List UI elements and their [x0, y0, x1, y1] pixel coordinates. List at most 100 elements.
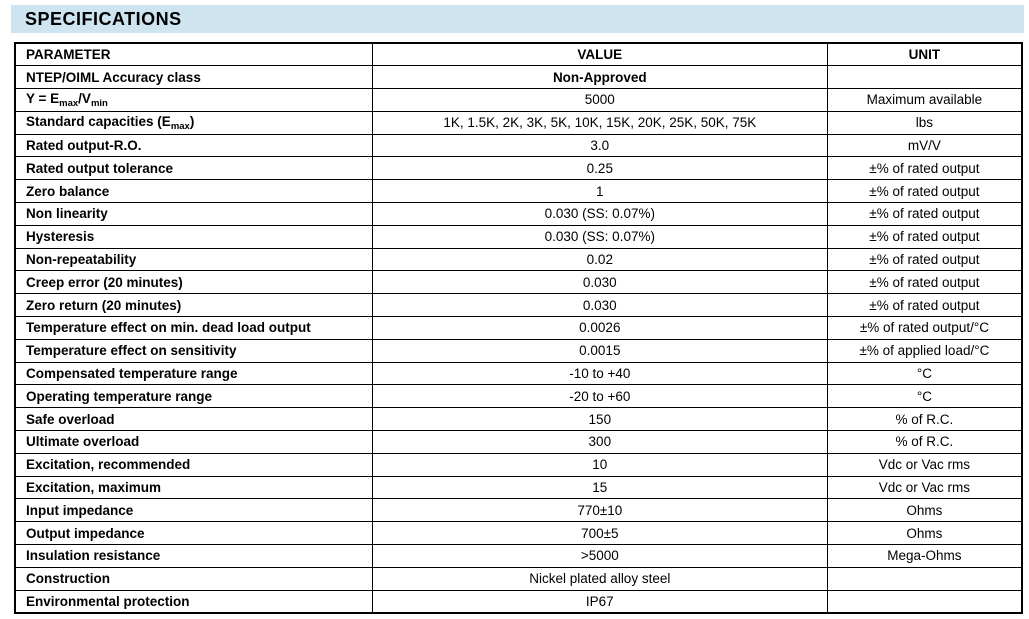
unit-cell: ±% of rated output/°C [826, 316, 1023, 340]
unit-cell: % of R.C. [826, 407, 1023, 432]
table-row: Safe overload 150% of R.C. [14, 407, 1023, 432]
value-cell: 300 [371, 430, 828, 454]
parameter-cell: Excitation, maximum [14, 475, 373, 500]
value-cell: 5000 [371, 88, 828, 112]
section-title-bar: SPECIFICATIONS [11, 5, 1024, 33]
value-cell: Non-Approved [371, 65, 828, 90]
table-row: Standard capacities (Emax) 1K, 1.5K, 2K, … [14, 110, 1023, 135]
parameter-cell: Non-repeatability [14, 247, 373, 272]
parameter-cell: Y = Emax/Vmin [14, 88, 373, 112]
value-cell: 0.030 [371, 293, 828, 318]
table-row: Insulation resistance >5000 Mega-Ohms [14, 544, 1023, 568]
parameter-cell: Zero balance [14, 179, 373, 204]
unit-cell [826, 589, 1023, 614]
parameter-cell: Non linearity [14, 202, 373, 226]
table-row: Excitation, maximum 15 Vdc or Vac rms [14, 475, 1023, 500]
table-row: Non-repeatability 0.02 ±% of rated output [14, 247, 1023, 272]
unit-cell: ±% of rated output [826, 270, 1023, 295]
unit-cell: lbs [826, 110, 1023, 135]
table-row: Temperature effect on min. dead load out… [14, 316, 1023, 340]
value-cell: 0.030 (SS: 0.07%) [371, 224, 828, 249]
parameter-cell: Rated output-R.O. [14, 133, 373, 158]
table-row: Output impedance 700±5 Ohms [14, 521, 1023, 546]
unit-cell: Ohms [826, 498, 1023, 523]
parameter-cell: Construction [14, 566, 373, 591]
table-row: Zero balance 1 ±% of rated output [14, 179, 1023, 204]
table-row: Construction Nickel plated alloy steel [14, 566, 1023, 591]
value-cell: -10 to +40 [371, 361, 828, 386]
value-cell: 15 [371, 475, 828, 500]
unit-cell: °C [826, 384, 1023, 409]
unit-cell: ±% of rated output [826, 293, 1023, 318]
table-row: Environmental protection IP67 [14, 589, 1023, 614]
value-cell: 10 [371, 452, 828, 477]
value-cell: 0.0026 [371, 316, 828, 340]
value-cell: IP67 [371, 589, 828, 614]
value-cell: Nickel plated alloy steel [371, 566, 828, 591]
parameter-cell: Compensated temperature range [14, 361, 373, 386]
table-row: Ultimate overload 300% of R.C. [14, 430, 1023, 454]
unit-cell: ±% of rated output [826, 224, 1023, 249]
value-cell: 0.030 (SS: 0.07%) [371, 202, 828, 226]
unit-cell [826, 65, 1023, 90]
unit-cell: Vdc or Vac rms [826, 452, 1023, 477]
parameter-cell: Output impedance [14, 521, 373, 546]
table-row: Operating temperature range -20 to +60 °C [14, 384, 1023, 409]
table-row: Rated output tolerance 0.25 ±% of rated ou… [14, 156, 1023, 181]
unit-cell: ±% of rated output [826, 179, 1023, 204]
value-cell: 150 [371, 407, 828, 432]
parameter-cell: Temperature effect on min. dead load out… [14, 316, 373, 340]
unit-cell [826, 566, 1023, 591]
table-row: Rated output-R.O. 3.0 mV/V [14, 133, 1023, 158]
table-row: NTEP/OIML Accuracy class Non-Approved [14, 65, 1023, 90]
parameter-cell: Insulation resistance [14, 544, 373, 568]
section-title: SPECIFICATIONS [25, 8, 182, 29]
unit-cell: ±% of rated output [826, 247, 1023, 272]
parameter-cell: NTEP/OIML Accuracy class [14, 65, 373, 90]
unit-cell: ±% of rated output [826, 202, 1023, 226]
table-row: Y = Emax/Vmin 5000 Maximum available [14, 88, 1023, 112]
parameter-cell: Zero return (20 minutes) [14, 293, 373, 318]
value-cell: 3.0 [371, 133, 828, 158]
value-cell: 1K, 1.5K, 2K, 3K, 5K, 10K, 15K, 20K, 25K… [371, 110, 828, 135]
parameter-cell: Operating temperature range [14, 384, 373, 409]
parameter-cell: Input impedance [14, 498, 373, 523]
column-header-value: VALUE [371, 42, 828, 67]
table-row: Compensated temperature range -10 to +40 °… [14, 361, 1023, 386]
unit-cell: Vdc or Vac rms [826, 475, 1023, 500]
parameter-cell: Environmental protection [14, 589, 373, 614]
specifications-table: PARAMETER VALUE UNIT NTEP/OIML Accuracy … [14, 42, 1023, 614]
value-cell: 0.0015 [371, 338, 828, 363]
unit-cell: ±% of rated output [826, 156, 1023, 181]
parameter-cell: Creep error (20 minutes) [14, 270, 373, 295]
value-cell: 0.030 [371, 270, 828, 295]
unit-cell: °C [826, 361, 1023, 386]
value-cell: 700±5 [371, 521, 828, 546]
parameter-cell: Temperature effect on sensitivity [14, 338, 373, 363]
value-cell: -20 to +60 [371, 384, 828, 409]
table-row: Creep error (20 minutes) 0.030 ±% of rated… [14, 270, 1023, 295]
unit-cell: Mega-Ohms [826, 544, 1023, 568]
parameter-cell: Excitation, recommended [14, 452, 373, 477]
value-cell: 770±10 [371, 498, 828, 523]
unit-cell: mV/V [826, 133, 1023, 158]
parameter-cell: Ultimate overload [14, 430, 373, 454]
table-row: Hysteresis 0.030 (SS: 0.07%) ±% of rated o… [14, 224, 1023, 249]
unit-cell: Maximum available [826, 88, 1023, 112]
value-cell: >5000 [371, 544, 828, 568]
table-row: Temperature effect on sensitivity 0.0015 ±… [14, 338, 1023, 363]
parameter-cell: Rated output tolerance [14, 156, 373, 181]
table-row: Non linearity 0.030 (SS: 0.07%) ±% of rate… [14, 202, 1023, 226]
value-cell: 1 [371, 179, 828, 204]
parameter-cell: Hysteresis [14, 224, 373, 249]
column-header-parameter: PARAMETER [14, 42, 373, 67]
parameter-cell: Standard capacities (Emax) [14, 110, 373, 135]
table-header-row: PARAMETER VALUE UNIT [14, 42, 1023, 67]
value-cell: 0.25 [371, 156, 828, 181]
parameter-cell: Safe overload [14, 407, 373, 432]
table-row: Excitation, recommended 10 Vdc or Vac rms [14, 452, 1023, 477]
unit-cell: % of R.C. [826, 430, 1023, 454]
column-header-unit: UNIT [826, 42, 1023, 67]
value-cell: 0.02 [371, 247, 828, 272]
